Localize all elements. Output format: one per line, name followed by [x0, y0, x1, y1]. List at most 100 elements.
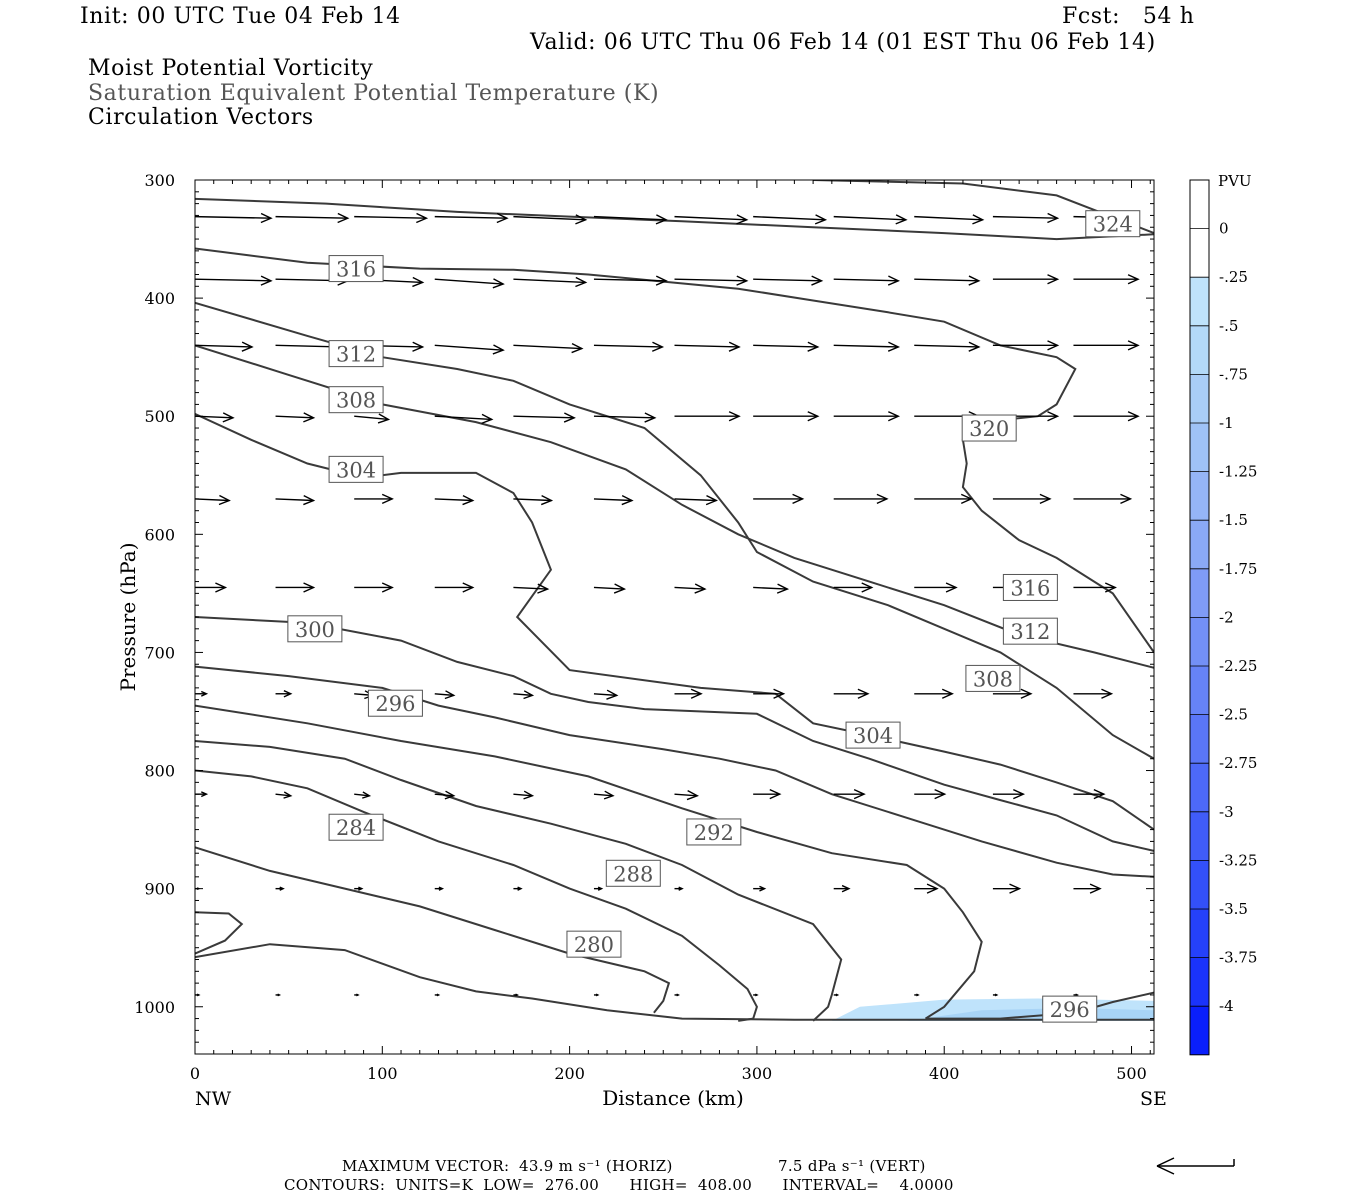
x-tick-label: 300	[742, 1064, 773, 1083]
circulation-vector	[195, 341, 254, 352]
x-end-label-se: SE	[1140, 1088, 1167, 1110]
colorbar-swatch	[1190, 909, 1209, 958]
circulation-vector	[275, 690, 293, 698]
circulation-vector	[1073, 688, 1114, 699]
colorbar-swatch	[1190, 568, 1209, 618]
colorbar-level-label: -2	[1219, 608, 1234, 626]
circulation-vector	[354, 886, 364, 891]
circulation-vector	[593, 494, 634, 506]
colorbar-level-label: -.75	[1219, 365, 1248, 383]
colorbar-swatch	[1190, 228, 1209, 278]
colorbar-level-label: -2.25	[1219, 657, 1257, 675]
contour-label: 288	[605, 859, 661, 887]
circulation-vector	[914, 993, 920, 997]
circulation-vector	[674, 688, 703, 699]
circulation-vector	[753, 688, 786, 699]
circulation-vector	[275, 212, 350, 224]
circulation-vector	[833, 214, 908, 225]
circulation-vector	[1073, 789, 1106, 800]
circulation-vector	[513, 886, 523, 891]
contour-label: 280	[566, 930, 622, 958]
circulation-vector	[593, 689, 619, 700]
circulation-vector	[992, 883, 1022, 894]
circulation-vector	[275, 494, 316, 506]
circulation-vector	[275, 993, 282, 997]
circulation-vector	[434, 790, 456, 800]
reference-vector-arrow	[1156, 1157, 1235, 1175]
svg-text:308: 308	[973, 667, 1013, 691]
svg-text:312: 312	[336, 343, 376, 367]
circulation-vector	[195, 275, 273, 286]
colorbar-swatch	[1190, 617, 1209, 666]
colorbar-level-label: -1.5	[1219, 511, 1248, 529]
svg-text:284: 284	[336, 816, 376, 840]
max-vector-horiz: 43.9 m s⁻¹ (HORIZ)	[519, 1157, 673, 1175]
colorbar-level-label: -3.75	[1219, 949, 1257, 967]
valid-time: Valid: 06 UTC Thu 06 Feb 14 (01 EST Thu …	[530, 30, 1156, 55]
circulation-vector	[513, 583, 550, 594]
circulation-vector	[1073, 582, 1117, 593]
contour-label: 320	[961, 414, 1017, 442]
theta-es-contour	[195, 846, 671, 1014]
circulation-vector	[434, 690, 456, 700]
circulation-vector	[833, 688, 870, 699]
theta-es-contour	[195, 769, 758, 1022]
contour-label: 308	[328, 386, 384, 414]
svg-text:312: 312	[1010, 620, 1050, 644]
colorbar-level-label: -3	[1219, 803, 1234, 821]
circulation-vector	[513, 342, 584, 354]
svg-text:280: 280	[574, 933, 614, 957]
theta-es-contour	[195, 704, 983, 1020]
svg-text:296: 296	[1050, 998, 1090, 1022]
colorbar-swatch	[1190, 277, 1209, 326]
circulation-vector	[275, 791, 293, 799]
circulation-vector	[1073, 993, 1079, 997]
contour-label: 324	[1085, 210, 1141, 238]
colorbar-level-label: -2.75	[1219, 754, 1257, 772]
colorbar-swatch	[1190, 714, 1209, 764]
contour-label: 284	[328, 813, 384, 841]
circulation-vector	[914, 275, 981, 286]
circulation-vector	[593, 341, 665, 352]
colorbar-swatch	[1190, 1006, 1209, 1055]
circulation-vector	[753, 341, 820, 352]
circulation-vector	[914, 789, 947, 800]
circulation-vector	[513, 790, 535, 800]
x-end-label-nw: NW	[195, 1088, 232, 1110]
colorbar-swatch	[1190, 763, 1209, 812]
circulation-vector	[513, 276, 588, 288]
circulation-vector	[275, 582, 316, 593]
x-tick-label: 0	[190, 1064, 200, 1083]
circulation-vector	[753, 214, 828, 225]
contour-label: 296	[1042, 995, 1098, 1023]
circulation-vector	[1073, 883, 1102, 894]
circulation-vector	[914, 582, 958, 593]
contour-label: 296	[367, 689, 423, 717]
circulation-vector	[434, 212, 509, 224]
circulation-vector	[674, 411, 741, 422]
theta-es-contour	[195, 616, 1154, 852]
circulation-vector	[354, 212, 429, 224]
circulation-vector	[674, 494, 719, 506]
circulation-vector	[833, 884, 851, 893]
y-tick-label: 900	[144, 880, 175, 899]
circulation-vector	[593, 993, 600, 997]
svg-text:296: 296	[375, 692, 415, 716]
y-tick-label: 500	[144, 407, 175, 426]
contour-label: 304	[845, 721, 901, 749]
max-vector-vert: 7.5 dPa s⁻¹ (VERT)	[778, 1157, 926, 1175]
init-time: Init: 00 UTC Tue 04 Feb 14	[80, 4, 401, 29]
circulation-vector	[434, 582, 475, 593]
circulation-vector	[833, 275, 901, 286]
circulation-vector	[992, 340, 1060, 351]
svg-text:316: 316	[336, 258, 376, 282]
colorbar-swatch	[1190, 325, 1209, 375]
theta-es-contour	[195, 911, 244, 955]
colorbar-swatch	[1190, 666, 1209, 715]
circulation-vector	[833, 993, 840, 997]
circulation-vector	[354, 993, 360, 997]
circulation-vector	[753, 583, 790, 594]
circulation-vector	[674, 789, 700, 801]
circulation-vector	[992, 688, 1033, 699]
y-tick-label: 1000	[134, 998, 175, 1017]
